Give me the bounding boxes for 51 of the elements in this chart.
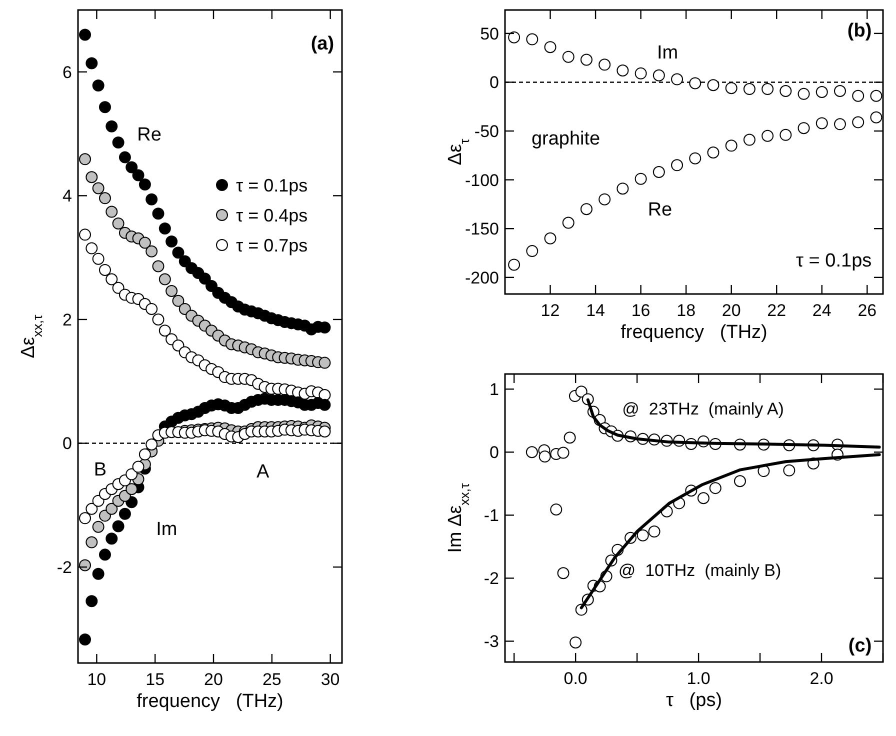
y-tick-label: -2 (484, 569, 499, 588)
y-tick-label: -2 (56, 558, 72, 578)
x-axis-title: frequency (THz) (136, 691, 284, 712)
annotation: Re (648, 199, 672, 220)
y-tick-label: 0 (62, 434, 72, 454)
legend-label: τ = 0.4ps (236, 205, 308, 226)
y-tick-label: 6 (62, 62, 72, 82)
y-tick-label: 1 (490, 380, 499, 400)
x-tick-label: 26 (858, 301, 877, 320)
x-tick-label: 0.0 (564, 669, 588, 688)
x-tick-label: 14 (586, 301, 605, 320)
x-axis-title: τ (ps) (666, 690, 722, 711)
y-tick-label: -100 (464, 170, 499, 190)
y-tick-label: 2 (62, 310, 72, 330)
x-tick-label: 10 (87, 670, 106, 689)
y-tick-label: -1 (484, 506, 499, 526)
series-label: @ 10THz (mainly B) (618, 560, 782, 580)
x-tick-label: 20 (722, 301, 741, 320)
x-tick-label: 1.0 (686, 669, 710, 688)
annotation: (b) (847, 20, 872, 42)
y-tick-label: -3 (484, 632, 499, 652)
x-tick-label: 15 (146, 670, 165, 689)
legend-label: @ 23THz (mainly A) (622, 400, 784, 419)
x-tick-label: 20 (204, 670, 223, 689)
y-tick-label: 50 (480, 24, 499, 44)
x-tick-label: 18 (676, 301, 696, 320)
y-tick-label: -50 (474, 122, 499, 141)
annotation: B (94, 460, 107, 481)
annotation: Im (156, 519, 178, 540)
y-tick-label: -150 (464, 220, 499, 239)
legend-label: τ = 0.1ps (236, 175, 308, 196)
annotation: (a) (310, 33, 334, 54)
legend-label: τ = 0.7ps (236, 235, 308, 256)
annotation: Re (137, 124, 162, 146)
annotation: graphite (531, 128, 600, 150)
x-tick-label: 16 (631, 301, 650, 320)
annotation: Im (656, 42, 678, 64)
annotation: τ = 0.1ps (796, 250, 872, 272)
y-tick-label: -200 (464, 268, 499, 288)
x-tick-label: 22 (767, 301, 786, 320)
x-tick-label: 24 (812, 301, 832, 320)
x-tick-label: 2.0 (810, 669, 834, 688)
annotation: (c) (848, 635, 872, 656)
annotation: A (256, 462, 270, 483)
x-axis-title: frequency (THz) (620, 322, 768, 343)
x-tick-label: 30 (320, 670, 340, 689)
y-tick-label: 4 (62, 186, 72, 206)
y-tick-label: 0 (490, 443, 499, 462)
y-tick-label: 0 (490, 73, 499, 92)
x-tick-label: 25 (262, 670, 282, 689)
x-tick-label: 12 (540, 301, 560, 320)
